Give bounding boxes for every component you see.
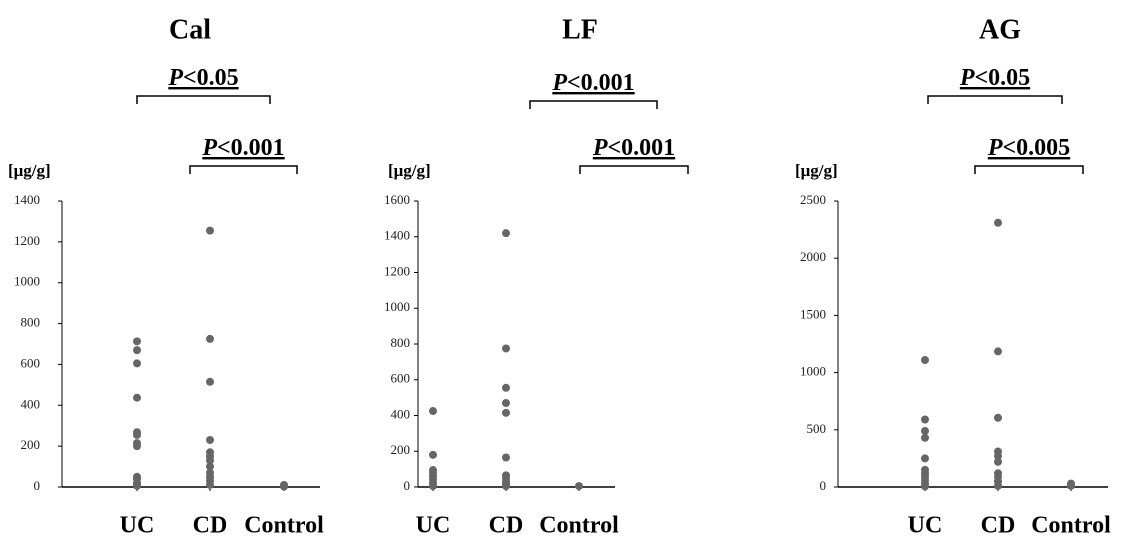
data-point	[429, 450, 437, 459]
y-tick-label: 1600	[384, 192, 410, 207]
x-tick-label: UC	[120, 513, 155, 539]
x-tick-label: CD	[981, 513, 1016, 539]
y-tick-label: 800	[21, 315, 41, 330]
y-tick-label: 1000	[14, 274, 40, 289]
data-point	[133, 359, 141, 368]
data-point	[994, 347, 1002, 356]
data-point	[502, 383, 510, 392]
y-tick-label: 1400	[384, 228, 410, 243]
data-point	[206, 480, 214, 489]
data-point	[429, 482, 437, 491]
x-tick-label: CD	[489, 513, 524, 539]
y-tick-label: 2000	[800, 249, 826, 264]
data-point	[994, 481, 1002, 490]
y-tick-label: 0	[820, 478, 827, 493]
data-point	[133, 346, 141, 355]
data-point	[206, 334, 214, 343]
y-tick-label: 1000	[800, 364, 826, 379]
data-point	[921, 415, 929, 424]
significance-label: P<0.001	[201, 135, 284, 161]
significance-label: P<0.005	[987, 135, 1070, 161]
data-point	[994, 452, 1002, 461]
data-point	[206, 436, 214, 445]
y-tick-label: 600	[21, 355, 41, 370]
significance-bracket	[529, 100, 658, 109]
significance-bracket	[927, 95, 1063, 104]
data-point	[133, 337, 141, 346]
significance-bracket	[136, 95, 271, 104]
data-point	[280, 482, 288, 491]
data-point	[994, 413, 1002, 422]
y-tick-label: 500	[807, 421, 827, 436]
x-tick-label: UC	[416, 513, 451, 539]
significance-bracket	[189, 165, 298, 174]
data-point	[994, 218, 1002, 227]
y-tick-label: 200	[391, 442, 411, 457]
data-point	[575, 482, 583, 491]
data-point	[133, 481, 141, 490]
data-point	[206, 456, 214, 465]
significance-label: P<0.001	[551, 70, 634, 96]
data-point	[133, 393, 141, 402]
significance-label: P<0.001	[592, 135, 675, 161]
x-tick-label: Control	[1031, 513, 1111, 539]
significance-bracket	[579, 165, 689, 174]
y-tick-label: 1400	[14, 192, 40, 207]
data-point	[921, 482, 929, 491]
y-tick-label: 0	[404, 478, 411, 493]
significance-label: P<0.05	[959, 65, 1030, 91]
x-tick-label: Control	[244, 513, 324, 539]
data-point	[921, 454, 929, 463]
y-tick-label: 400	[21, 396, 41, 411]
significance-label: P<0.05	[167, 65, 238, 91]
significance-bracket	[974, 165, 1084, 174]
y-tick-label: 400	[391, 406, 411, 421]
data-point	[1067, 481, 1075, 490]
data-point	[429, 407, 437, 416]
y-axis-unit: [μg/g]	[795, 161, 838, 180]
data-point	[921, 356, 929, 365]
data-point	[206, 226, 214, 235]
chart-title: Cal	[169, 14, 211, 45]
data-point	[206, 377, 214, 386]
data-point	[133, 442, 141, 451]
y-tick-label: 2500	[800, 192, 826, 207]
y-tick-label: 1000	[384, 299, 410, 314]
data-point	[994, 457, 1002, 466]
chart-title: AG	[979, 14, 1021, 45]
y-tick-label: 600	[391, 371, 411, 386]
data-point	[502, 482, 510, 491]
x-tick-label: UC	[908, 513, 943, 539]
data-point	[921, 426, 929, 435]
data-point	[133, 430, 141, 439]
data-point	[206, 462, 214, 471]
data-point	[502, 344, 510, 353]
y-axis-unit: [μg/g]	[8, 161, 51, 180]
y-tick-label: 1200	[14, 233, 40, 248]
x-tick-label: CD	[193, 513, 228, 539]
y-axis-unit: [μg/g]	[388, 161, 431, 180]
y-tick-label: 1200	[384, 263, 410, 278]
data-point	[502, 398, 510, 407]
data-point	[502, 408, 510, 417]
y-tick-label: 1500	[800, 306, 826, 321]
data-point	[502, 229, 510, 238]
data-point	[502, 453, 510, 462]
y-tick-label: 0	[34, 478, 41, 493]
y-tick-label: 800	[391, 335, 411, 350]
data-point	[921, 433, 929, 442]
x-tick-label: Control	[539, 513, 619, 539]
chart-title: LF	[562, 14, 598, 45]
y-tick-label: 200	[21, 437, 41, 452]
